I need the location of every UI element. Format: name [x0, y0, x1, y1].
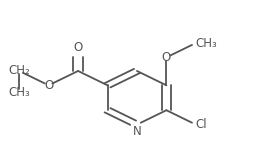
Text: O: O [162, 51, 171, 64]
Text: CH₃: CH₃ [196, 37, 218, 50]
Text: CH₃: CH₃ [8, 86, 30, 99]
Text: Cl: Cl [196, 118, 207, 131]
Text: O: O [44, 79, 53, 92]
Text: O: O [73, 41, 83, 54]
Text: N: N [133, 125, 141, 138]
Text: CH₂: CH₂ [8, 64, 30, 77]
